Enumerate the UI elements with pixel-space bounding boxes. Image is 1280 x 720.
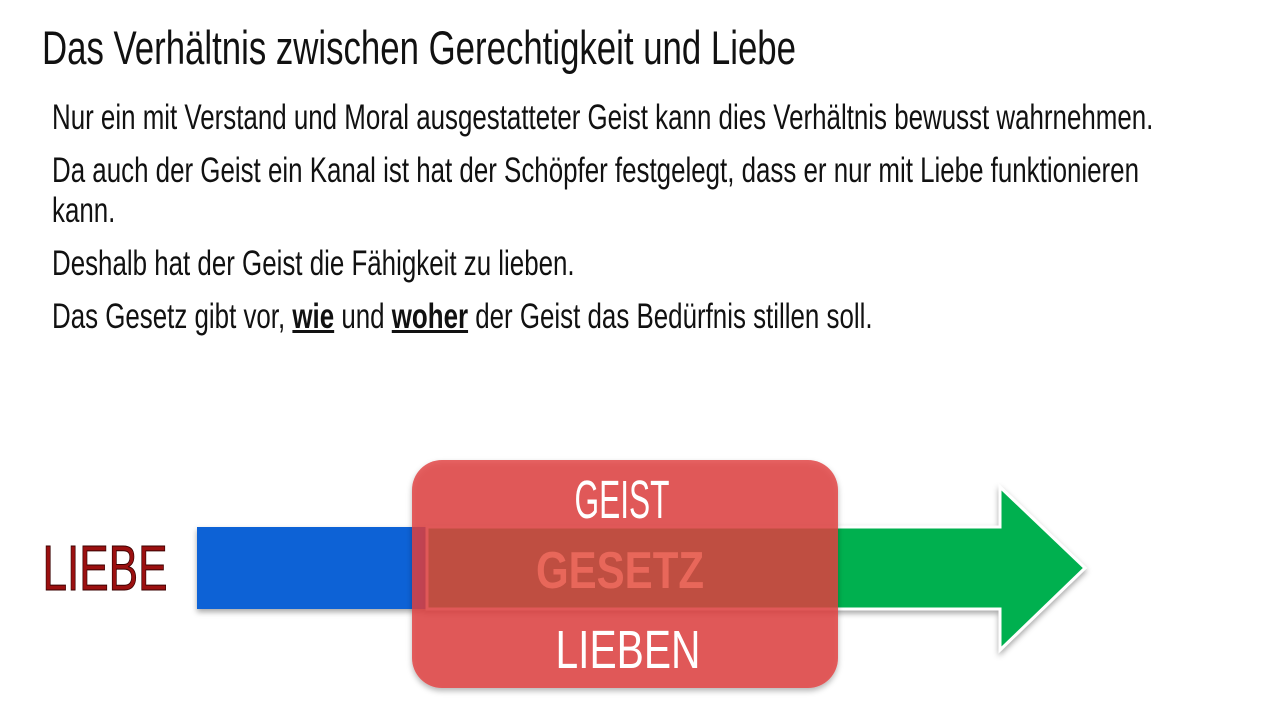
paragraph: Deshalb hat der Geist die Fähigkeit zu l… — [52, 244, 1184, 284]
text-run: Da auch der Geist ein Kanal ist hat der … — [52, 151, 1147, 230]
emphasis: wie — [292, 297, 335, 336]
text-run: und — [334, 297, 392, 336]
middle-label: GESETZ — [536, 542, 704, 600]
source-label: LIEBE — [43, 532, 168, 604]
top-label: GEIST — [575, 470, 670, 530]
arrow-shaft-blue — [197, 527, 427, 609]
text-run: Nur ein mit Verstand und Moral ausgestat… — [52, 98, 1154, 137]
paragraph: Das Gesetz gibt vor, wie und woher der G… — [52, 297, 1184, 337]
paragraph: Da auch der Geist ein Kanal ist hat der … — [52, 151, 1184, 231]
text-run: Das Gesetz gibt vor, — [52, 297, 293, 336]
paragraph: Nur ein mit Verstand und Moral ausgestat… — [52, 98, 1184, 138]
text-run: Deshalb hat der Geist die Fähigkeit zu l… — [52, 244, 575, 283]
slide-title: Das Verhältnis zwischen Gerechtigkeit un… — [42, 21, 796, 74]
emphasis: woher — [391, 297, 469, 336]
text-run: der Geist das Bedürfnis stillen soll. — [468, 297, 873, 336]
bottom-label: LIEBEN — [556, 620, 701, 680]
slide-body: Nur ein mit Verstand und Moral ausgestat… — [52, 98, 1184, 350]
cylinder — [412, 460, 838, 688]
